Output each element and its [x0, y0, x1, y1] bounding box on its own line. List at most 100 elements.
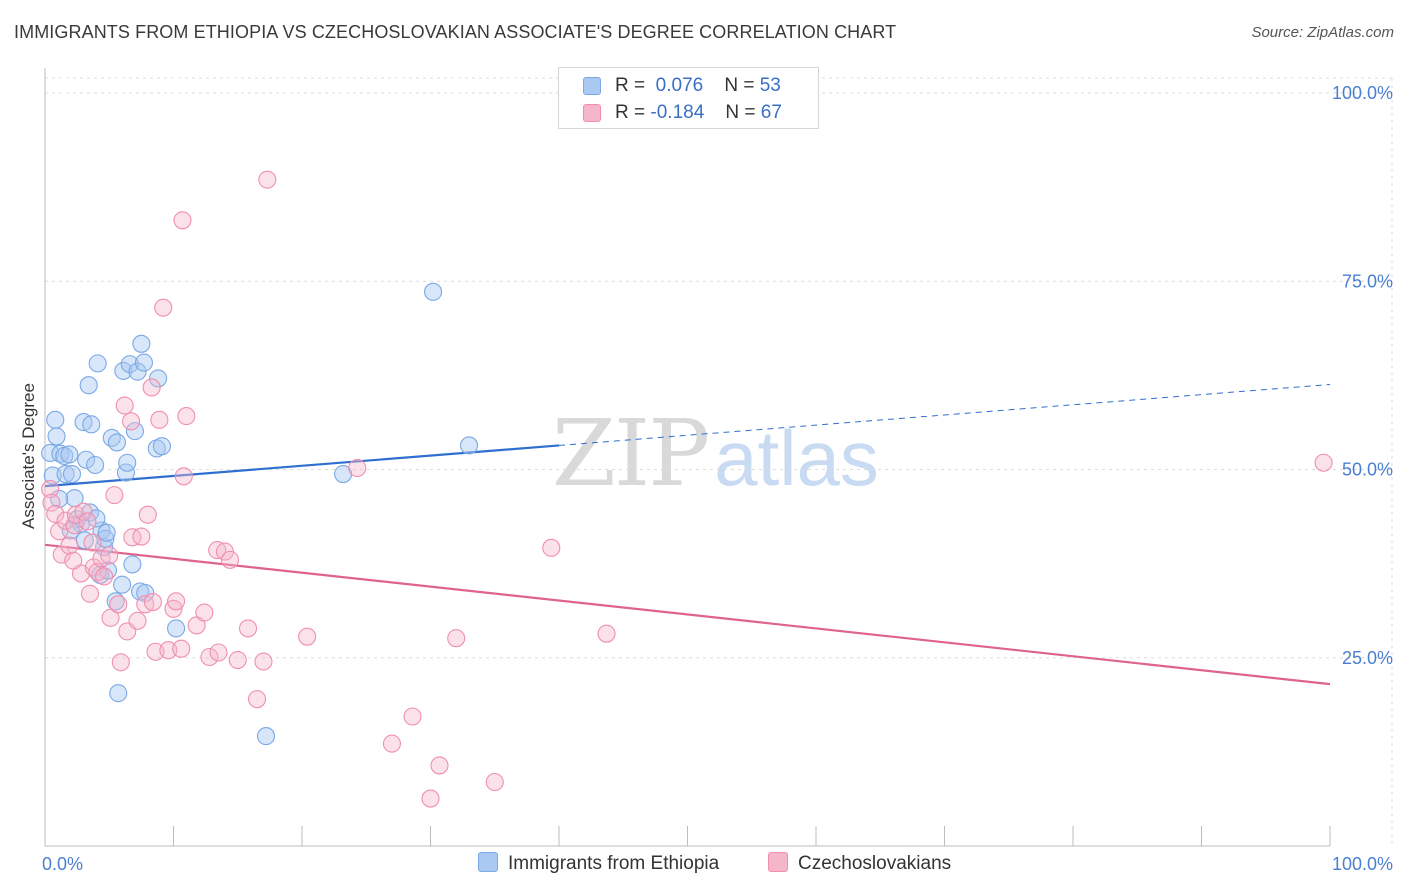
- legend-item-ethiopia: Immigrants from Ethiopia: [478, 852, 719, 875]
- y-tick-label: 100.0%: [1332, 83, 1393, 103]
- legend-swatch-czechoslovakians: [583, 104, 601, 122]
- trend-extension-0: [558, 383, 1331, 446]
- data-point: [447, 629, 466, 648]
- data-point: [46, 410, 65, 429]
- trend-line-1: [44, 543, 1331, 686]
- data-point: [459, 436, 479, 455]
- r-label: R =: [615, 102, 646, 123]
- data-point: [128, 362, 147, 381]
- data-point: [142, 378, 161, 397]
- data-point: [132, 334, 151, 353]
- data-point: [228, 650, 247, 670]
- data-point: [128, 611, 147, 630]
- data-point: [109, 595, 128, 614]
- n-value: 53: [759, 75, 781, 96]
- data-point: [209, 643, 228, 662]
- data-point: [173, 211, 192, 230]
- r-value: -0.184: [650, 102, 705, 123]
- data-point: [118, 453, 137, 472]
- data-point: [60, 536, 79, 555]
- data-point: [424, 282, 443, 301]
- data-point: [62, 464, 82, 484]
- data-point: [298, 627, 317, 646]
- data-point: [42, 493, 61, 512]
- x-tick-label: 0.0%: [42, 854, 83, 874]
- data-point: [107, 433, 127, 452]
- chart-title: IMMIGRANTS FROM ETHIOPIA VS CZECHOSLOVAK…: [14, 22, 897, 42]
- data-point: [123, 555, 142, 574]
- data-point: [113, 575, 132, 594]
- data-point: [597, 624, 616, 643]
- data-point: [114, 361, 133, 380]
- data-point: [52, 545, 71, 564]
- y-tick-label: 75.0%: [1342, 271, 1393, 291]
- data-point: [79, 376, 98, 395]
- legend-label: Czechoslovakians: [798, 853, 952, 874]
- data-point: [149, 369, 168, 388]
- data-point: [1314, 453, 1333, 472]
- data-point: [106, 592, 125, 611]
- data-point: [132, 527, 151, 546]
- y-axis-label: Associate's Degree: [19, 383, 38, 529]
- x-tick-label: 100.0%: [1332, 854, 1393, 874]
- data-point: [125, 422, 144, 441]
- data-point: [64, 551, 83, 570]
- data-point: [56, 464, 75, 484]
- legend-swatch-ethiopia: [478, 852, 498, 872]
- legend-item-czechoslovakians: Czechoslovakians: [768, 852, 951, 875]
- data-point: [86, 455, 105, 475]
- data-point: [150, 410, 169, 429]
- data-point: [78, 512, 97, 531]
- data-point: [100, 546, 119, 565]
- data-point: [95, 567, 114, 586]
- r-value: 0.076: [655, 75, 704, 96]
- data-point: [56, 511, 75, 530]
- data-point: [115, 396, 134, 415]
- data-point: [254, 652, 273, 671]
- data-point: [60, 445, 79, 464]
- data-point: [41, 443, 60, 463]
- legend-swatch-czechoslovakians: [768, 852, 788, 872]
- legend-label: Immigrants from Ethiopia: [508, 853, 720, 874]
- data-point: [220, 550, 240, 569]
- n-label: N =: [724, 75, 755, 96]
- data-point: [208, 541, 227, 560]
- data-point: [101, 608, 120, 627]
- data-point: [177, 407, 196, 426]
- data-point: [542, 538, 561, 557]
- data-point: [46, 504, 65, 524]
- trend-lines: [44, 383, 1331, 686]
- data-point: [109, 684, 128, 703]
- legend-swatch-ethiopia: [583, 77, 601, 95]
- data-point: [164, 599, 183, 618]
- data-point: [200, 647, 219, 667]
- stats-text: R = -0.184 N = 67: [615, 102, 782, 124]
- data-point: [41, 480, 60, 499]
- axes: [44, 68, 1331, 847]
- data-point: [143, 592, 162, 612]
- data-point: [172, 639, 191, 658]
- data-point: [195, 603, 214, 622]
- data-point: [238, 619, 258, 638]
- data-point: [258, 170, 277, 189]
- data-point: [152, 437, 171, 456]
- data-point: [88, 354, 107, 373]
- data-point: [348, 458, 367, 478]
- y-tick-label: 50.0%: [1342, 460, 1393, 480]
- data-point: [82, 415, 101, 434]
- data-point: [47, 427, 66, 446]
- data-point: [134, 353, 153, 372]
- data-point: [167, 592, 186, 611]
- data-point: [77, 450, 96, 469]
- data-point: [174, 467, 193, 486]
- y-tick-label: 25.0%: [1342, 648, 1393, 668]
- data-point: [111, 653, 130, 672]
- data-point: [485, 772, 504, 792]
- n-value: 67: [760, 102, 782, 123]
- r-label: R =: [615, 75, 646, 96]
- data-point: [138, 505, 157, 524]
- data-point: [105, 486, 124, 505]
- data-point: [120, 355, 139, 374]
- gridlines: [45, 77, 1393, 846]
